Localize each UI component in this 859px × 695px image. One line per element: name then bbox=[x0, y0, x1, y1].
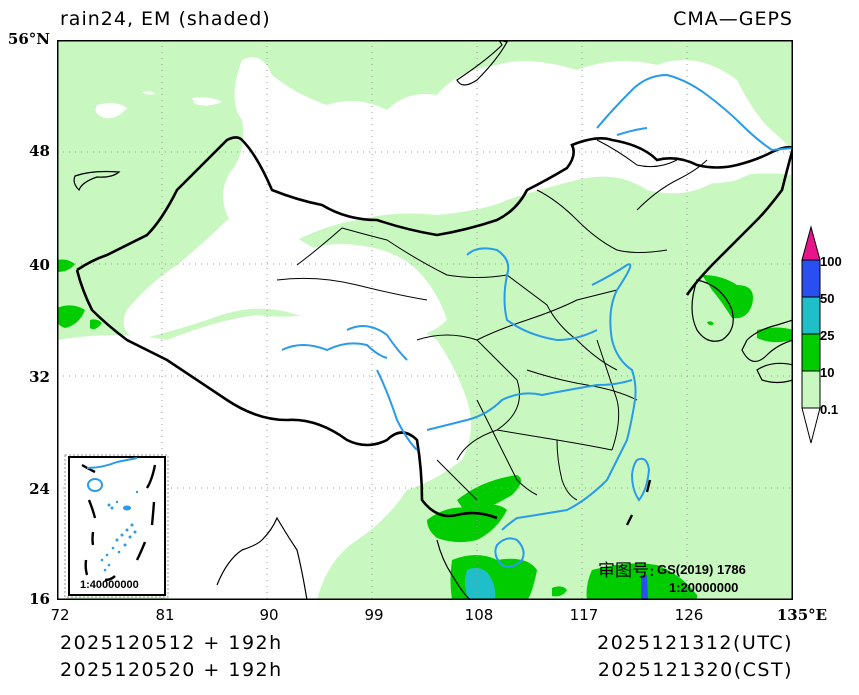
rain-50-100-area bbox=[641, 575, 648, 600]
no-rain-areas bbox=[57, 57, 793, 600]
y-tick-label: 48 bbox=[29, 142, 50, 160]
colorbar-label: 0.1 bbox=[820, 402, 839, 417]
plot-frame bbox=[57, 40, 793, 600]
inset-frame bbox=[68, 456, 166, 596]
valid-time-cst: 2025121320(CST) bbox=[597, 659, 793, 681]
colorbar-50-100 bbox=[801, 259, 821, 298]
y-tick-label: 32 bbox=[29, 368, 50, 386]
colorbar-0.1-10 bbox=[801, 370, 821, 409]
init-time-cst: 2025120520 + 192h bbox=[60, 659, 283, 681]
y-tick-label: 16 bbox=[29, 590, 50, 608]
inset-south-china-sea bbox=[81, 457, 157, 582]
model-name: CMA—GEPS bbox=[673, 8, 793, 30]
china-national-border bbox=[75, 136, 793, 520]
colorbar bbox=[801, 225, 821, 444]
precipitation-map bbox=[57, 40, 793, 600]
colorbar-under-triangle bbox=[801, 407, 821, 444]
colorbar-over-triangle bbox=[801, 225, 821, 261]
approval-number-label: 审图号: bbox=[598, 561, 655, 581]
y-tick-label: 56°N bbox=[7, 30, 50, 48]
x-tick-label: 108 bbox=[464, 606, 494, 624]
rain-25-50-area bbox=[464, 567, 496, 600]
colorbar-label: 50 bbox=[820, 291, 835, 306]
colorbar-label: 25 bbox=[820, 328, 835, 343]
rivers-coastline bbox=[281, 73, 793, 568]
valid-time-utc: 2025121312(UTC) bbox=[597, 632, 793, 654]
x-tick-label: 99 bbox=[364, 606, 384, 624]
inset-scale-label: 1:40000000 bbox=[80, 579, 139, 591]
x-tick-label: 126 bbox=[674, 606, 704, 624]
y-tick-label: 40 bbox=[29, 256, 50, 274]
x-tick-label: 117 bbox=[569, 606, 599, 624]
colorbar-10-25 bbox=[801, 333, 821, 372]
colorbar-25-50 bbox=[801, 296, 821, 335]
x-tick-label: 81 bbox=[155, 606, 175, 624]
approval-code: GS(2019) 1786 bbox=[657, 562, 746, 577]
x-tick-label: 72 bbox=[50, 606, 70, 624]
country-borders bbox=[73, 40, 793, 600]
init-time-utc: 2025120512 + 192h bbox=[60, 632, 283, 654]
colorbar-label: 100 bbox=[820, 254, 842, 269]
map-scale-label: 1:20000000 bbox=[669, 580, 739, 595]
y-tick-label: 24 bbox=[29, 480, 50, 498]
nine-dash-line bbox=[625, 479, 652, 526]
x-tick-label: 135°E bbox=[776, 606, 828, 624]
chart-title: rain24, EM (shaded) bbox=[60, 8, 271, 30]
colorbar-label: 10 bbox=[820, 365, 835, 380]
x-tick-label: 90 bbox=[259, 606, 279, 624]
